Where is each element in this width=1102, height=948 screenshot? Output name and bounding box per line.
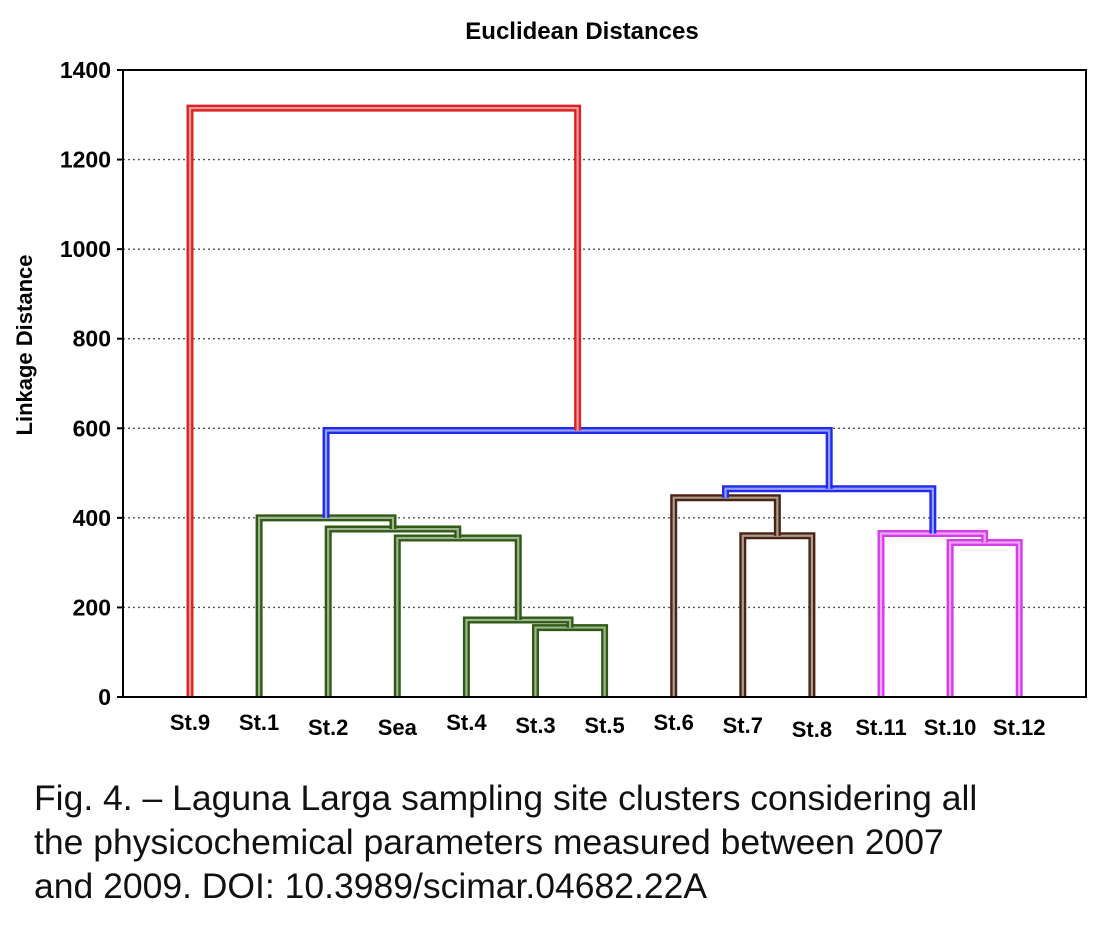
dendrogram-chart: Euclidean Distances Linkage Distance 0 20…	[12, 18, 1087, 742]
y-tick-label: 1000	[60, 236, 111, 262]
cluster-link-m6	[739, 532, 816, 697]
leaf-label-st9: St.9	[170, 710, 210, 735]
y-tick-label: 1200	[60, 147, 111, 173]
cluster-link-highlight-m3	[396, 536, 520, 697]
y-tick-label: 0	[98, 684, 111, 710]
gridlines	[123, 158, 1086, 609]
cluster-link-m11	[322, 427, 833, 518]
caption-line-1: Fig. 4. – Laguna Larga sampling site clu…	[34, 778, 978, 818]
y-tick-label: 800	[73, 326, 111, 352]
dendrogram-links	[186, 104, 1023, 697]
y-axis-label: Linkage Distance	[12, 255, 37, 436]
cluster-link-m4	[324, 525, 462, 697]
y-tick-label: 600	[73, 415, 111, 441]
cluster-link-m1	[532, 624, 609, 697]
leaf-label-st11: St.11	[855, 715, 906, 740]
cluster-link-highlight-m6	[741, 534, 813, 697]
cluster-link-m9	[877, 530, 989, 697]
cluster-link-highlight-m2	[465, 618, 572, 697]
leaf-label-st12: St.12	[993, 715, 1046, 740]
cluster-link-m8	[946, 538, 1023, 697]
leaf-label-st1: St.1	[239, 710, 279, 735]
leaf-label-sea: Sea	[378, 715, 418, 740]
leaf-labels: St.9 St.1 St.2 Sea St.4 St.3 St.5 St.6 St.7 St.8 S…	[170, 710, 1046, 742]
cluster-link-highlight-m4	[327, 527, 459, 697]
leaf-label-st4: St.4	[446, 710, 487, 735]
leaf-label-st7: St.7	[723, 713, 763, 738]
cluster-link-highlight-m9	[879, 532, 986, 697]
y-tick-label: 400	[73, 505, 111, 531]
cluster-link-m7	[670, 494, 781, 697]
y-tick-label: 200	[73, 594, 111, 620]
cluster-link-highlight-m7	[672, 496, 779, 697]
caption-line-2: the physicochemical parameters measured …	[34, 822, 944, 862]
cluster-link-highlight-m12	[188, 106, 579, 697]
figure-caption: Fig. 4. – Laguna Larga sampling site clu…	[34, 776, 1084, 908]
leaf-label-st8: St.8	[792, 717, 832, 742]
cluster-link-highlight-m8	[949, 541, 1021, 697]
cluster-link-highlight-m11	[324, 429, 831, 518]
y-axis-ticks: 0 200 400 600 800 1000 1200 1400	[60, 57, 123, 710]
plot-frame	[122, 69, 1087, 698]
cluster-link-highlight-m1	[534, 626, 606, 697]
leaf-label-st10: St.10	[924, 715, 977, 740]
leaf-label-st5: St.5	[584, 713, 624, 738]
y-tick-label: 1400	[60, 57, 111, 83]
leaf-label-st3: St.3	[515, 713, 555, 738]
caption-line-3: and 2009. DOI: 10.3989/scimar.04682.22A	[34, 866, 707, 906]
chart-title: Euclidean Distances	[465, 18, 698, 45]
cluster-link-m2	[462, 616, 574, 697]
leaf-label-st2: St.2	[308, 715, 348, 740]
leaf-label-st6: St.6	[654, 710, 694, 735]
